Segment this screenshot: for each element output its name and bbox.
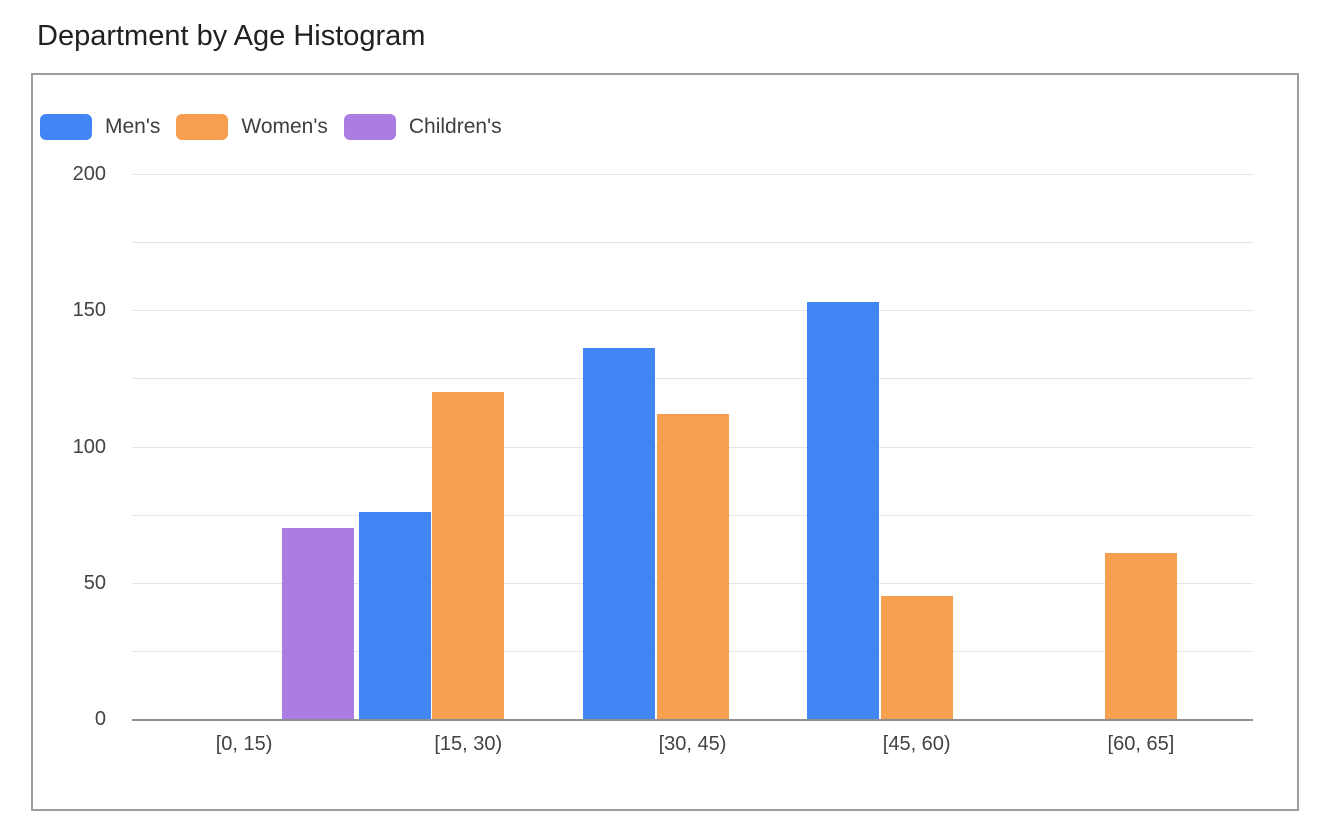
bar-men-s-15-30[interactable] — [358, 511, 431, 719]
legend-swatch-children-s — [343, 114, 396, 140]
gridline-200 — [132, 174, 1253, 175]
chart-card: Men's Women's Children's 0 50 100 150 200 [0, 1… — [31, 73, 1299, 811]
legend-swatch-men-s — [40, 114, 92, 140]
bar-women-s-45-60[interactable] — [880, 596, 953, 719]
legend-label: Women's — [241, 115, 328, 138]
gridline-175 — [132, 242, 1253, 244]
bar-men-s-30-45[interactable] — [583, 348, 655, 719]
bar-women-s-30-45[interactable] — [656, 413, 729, 719]
bar-men-s-45-60[interactable] — [807, 302, 880, 719]
y-axis-tick-label: 150 — [72, 299, 106, 322]
bar-women-s-15-30[interactable] — [432, 392, 505, 719]
x-axis-tick-label: [0, 15) — [215, 733, 273, 755]
bar-children-s-0-15[interactable] — [281, 528, 354, 719]
legend-item-women-s[interactable]: Women's — [176, 114, 328, 140]
legend-label: Children's — [408, 115, 502, 138]
legend-item-children-s[interactable]: Children's — [343, 114, 502, 140]
y-axis-tick-label: 50 — [83, 571, 106, 594]
bar-women-s-60-65[interactable] — [1104, 552, 1177, 719]
legend-swatch-women-s — [176, 114, 229, 140]
gridline-150 — [132, 310, 1253, 312]
legend-item-men-s[interactable]: Men's — [40, 114, 160, 140]
x-axis-tick-label: [60, 65] — [1107, 733, 1175, 755]
legend-label: Men's — [105, 115, 161, 138]
x-axis-tick-label: [15, 30) — [434, 733, 503, 755]
gridline-125 — [132, 378, 1253, 380]
chart-title: Department by Age Histogram — [37, 20, 426, 52]
y-axis-tick-label: 200 — [72, 163, 106, 185]
x-axis-tick-label: [30, 45) — [658, 733, 727, 755]
x-axis-tick-label: [45, 60) — [882, 733, 951, 755]
y-axis-tick-label: 0 — [94, 708, 106, 730]
legend: Men's Women's Children's — [40, 114, 502, 140]
y-axis-tick-label: 100 — [72, 435, 106, 458]
x-axis-line — [132, 719, 1253, 721]
